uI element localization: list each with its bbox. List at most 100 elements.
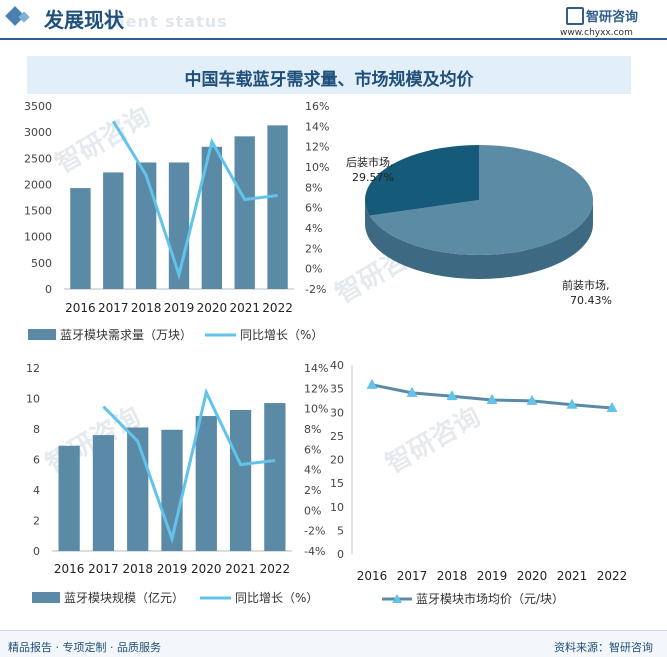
header-subtitle: ment status [108,12,228,31]
header-divider [0,38,667,40]
page-footer: 精品报告 · 专项定制 · 品质服务 资料来源：智研咨询 [0,630,667,657]
right-axis-tick-label: 2% [305,242,322,255]
x-axis-tick-label: 2016 [54,562,85,576]
x-axis-tick-label: 2019 [164,301,195,315]
price-point-triangle [406,386,418,397]
market-share-pie: 后装市场, 29.57% 前装市场, 70.43% [346,145,612,307]
right-axis-tick-label: 10% [304,403,328,416]
pie-label-after: 后装市场, [346,155,394,169]
size-growth-line [102,387,276,545]
left-axis-tick-label: 1500 [24,205,52,218]
right-axis-tick-label: 12% [305,141,329,154]
bar [127,427,149,551]
right-axis-tick-label: 0% [304,504,321,517]
x-axis-tick-label: 2022 [262,301,293,315]
right-axis-tick-label: 6% [305,202,322,215]
right-axis-tick-label: 14% [305,120,329,133]
footer-source: 资料来源：智研咨询 [554,641,653,654]
pie-slice-after-install [365,145,479,216]
left-axis-tick-label: 40 [330,359,344,372]
x-axis-tick-label: 2018 [122,562,153,576]
brand-logo-text: 智研咨询 [586,10,639,25]
legend-label-line: 同比增长（%） [240,328,323,342]
left-axis-tick-label: 35 [330,383,344,396]
bar [264,403,286,551]
left-axis-tick-label: 4 [33,484,40,497]
left-axis-tick-label: 2500 [24,152,52,165]
legend-label-bar: 蓝牙模块需求量（万块） [60,328,192,342]
demand-chart: 0 500 1000 1500 2000 2500 3000 3500 -2% 0% 2% 4% 6%… [24,100,329,342]
legend-triangle-icon [392,594,402,603]
price-point-triangle [526,394,538,405]
left-axis-tick-label: 30 [330,406,344,419]
left-axis-tick-label: 0 [337,548,344,561]
bar [229,409,252,551]
market-size-chart: 0 2 4 6 8 10 12 -4% -2% 0% 2% 4% 6% 8% 10% 12% 14% 2016… [26,362,328,605]
left-axis-tick-label: 3500 [24,100,52,113]
right-axis-tick-label: 0% [305,263,322,276]
x-axis-tick-label: 2018 [131,301,162,315]
left-axis-tick-label: 2 [33,515,40,528]
x-axis-tick-label: 2020 [191,562,222,576]
right-axis-tick-label: 4% [305,222,322,235]
left-axis-tick-label: 2000 [24,178,52,191]
price-point-triangle [486,393,498,404]
price-point-triangle [606,401,618,412]
pie-slice-front-install [369,145,593,255]
x-axis-tick-label: 2020 [517,569,548,583]
pie-pct-front: 70.43% [570,294,612,307]
bar [267,125,288,289]
left-axis-tick-label: 12 [26,362,40,375]
x-axis-tick-label: 2021 [225,562,256,576]
right-axis-tick-label: -2% [305,283,326,296]
left-axis-tick-label: 5 [337,524,344,537]
page-header: ment status 发展现状 智研咨询 www.chyxx.com [0,0,667,46]
right-axis-tick-label: 8% [305,181,322,194]
legend-swatch-bar [28,329,56,340]
right-axis-tick-label: 8% [304,423,321,436]
right-axis-tick-label: 4% [304,464,321,477]
left-axis-tick-label: 10 [330,501,344,514]
right-axis-tick-label: 6% [304,443,321,456]
demand-growth-line [112,120,278,281]
left-axis-tick-label: 25 [330,430,344,443]
legend-swatch-bar [32,592,60,603]
x-axis-tick-label: 2019 [477,569,508,583]
right-axis-tick-label: -2% [304,525,325,538]
bar [201,146,223,289]
right-axis-tick-label: 10% [305,161,329,174]
header-title: 发展现状 [44,8,124,32]
x-axis-tick-label: 2021 [557,569,588,583]
x-axis-tick-label: 2016 [357,569,388,583]
bar [70,188,91,289]
bar [103,172,124,289]
main-chart-title: 中国车载蓝牙需求量、市场规模及均价 [184,70,474,90]
pie-side-shell [365,200,593,279]
bar [135,162,157,289]
right-axis-tick-label: -4% [304,545,325,558]
left-axis-tick-label: 1000 [24,231,52,244]
left-axis-tick-label: 6 [33,454,40,467]
legend-label-price: 蓝牙模块市场均价（元/块） [416,591,564,606]
brand-logo-icon [566,7,584,25]
left-axis-tick-label: 3000 [24,126,52,139]
chart-title-bar: 中国车载蓝牙需求量、市场规模及均价 [27,56,631,94]
right-axis-tick-label: 2% [304,484,321,497]
price-chart: 0 5 10 15 20 25 30 35 40 2016 2017 2018 2019 2020 202… [330,359,627,606]
footer-slogan: 精品报告 · 专项定制 · 品质服务 [8,641,161,654]
price-point-triangle [566,398,578,409]
x-axis-tick-label: 2020 [197,301,228,315]
left-axis-tick-label: 8 [33,423,40,436]
price-point-triangle [446,390,458,401]
left-axis-tick-label: 10 [26,393,40,406]
bar [58,445,80,551]
right-axis-tick-label: 16% [305,100,329,113]
right-axis-tick-label: 12% [304,382,328,395]
x-axis-tick-label: 2019 [157,562,188,576]
price-point-triangle [366,378,378,389]
bar [195,416,217,551]
left-axis-tick-label: 15 [330,477,344,490]
left-axis-tick-label: 20 [330,454,344,467]
brand-url: www.chyxx.com [560,28,633,38]
x-axis-tick-label: 2017 [397,569,428,583]
